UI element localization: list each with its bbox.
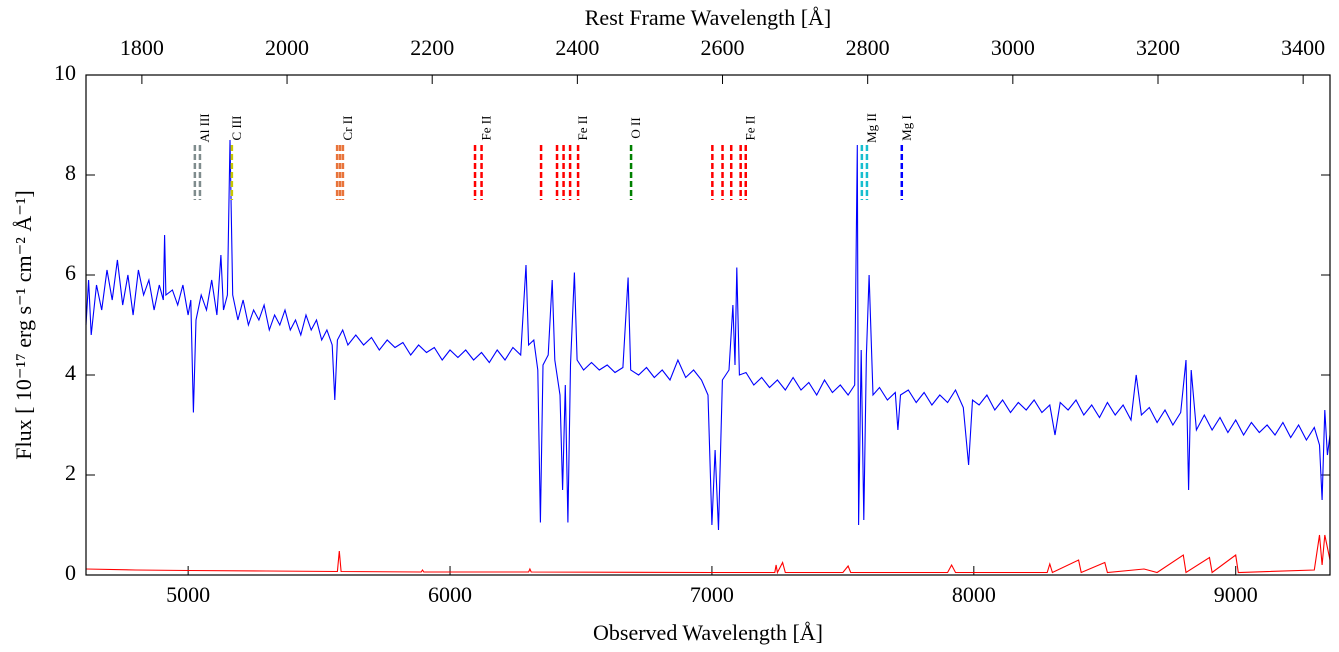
line-marker-label: Fe II xyxy=(743,116,758,141)
spectrum-line xyxy=(85,139,1331,531)
top-tick-label: 2200 xyxy=(410,35,454,60)
top-tick-label: 3000 xyxy=(991,35,1035,60)
top-tick-label: 3400 xyxy=(1281,35,1325,60)
plot-frame xyxy=(85,74,1331,576)
x-axis-label: Observed Wavelength [Å] xyxy=(593,620,823,645)
line-marker-label: Al III xyxy=(197,113,212,142)
line-marker-label: Mg I xyxy=(899,115,914,141)
y-axis-label: Flux [ 10⁻¹⁷ erg s⁻¹ cm⁻² Å⁻¹] xyxy=(11,190,36,460)
line-marker-label: C III xyxy=(229,116,244,141)
line-marker-label: Fe II xyxy=(479,116,494,141)
top-tick-label: 2000 xyxy=(265,35,309,60)
line-marker-label: Mg II xyxy=(864,113,879,143)
line-marker-label: Cr II xyxy=(340,116,355,141)
top-tick-label: 3200 xyxy=(1136,35,1180,60)
top-tick-label: 1800 xyxy=(120,35,164,60)
spectrum-line xyxy=(85,534,1331,575)
y-tick-label: 8 xyxy=(65,160,76,185)
y-tick-label: 6 xyxy=(65,260,76,285)
line-marker-label: Fe II xyxy=(575,116,590,141)
y-tick-label: 0 xyxy=(65,560,76,585)
x-tick-label: 5000 xyxy=(166,582,210,607)
y-tick-label: 4 xyxy=(65,360,76,385)
top-axis-label: Rest Frame Wavelength [Å] xyxy=(585,5,831,30)
top-tick-label: 2400 xyxy=(555,35,599,60)
y-tick-label: 10 xyxy=(54,60,76,85)
top-tick-label: 2800 xyxy=(846,35,890,60)
x-tick-label: 9000 xyxy=(1214,582,1258,607)
x-tick-label: 7000 xyxy=(690,582,734,607)
top-tick-label: 2600 xyxy=(701,35,745,60)
x-tick-label: 8000 xyxy=(952,582,996,607)
line-marker-label: O II xyxy=(628,117,643,138)
x-tick-label: 6000 xyxy=(428,582,472,607)
y-tick-label: 2 xyxy=(65,460,76,485)
